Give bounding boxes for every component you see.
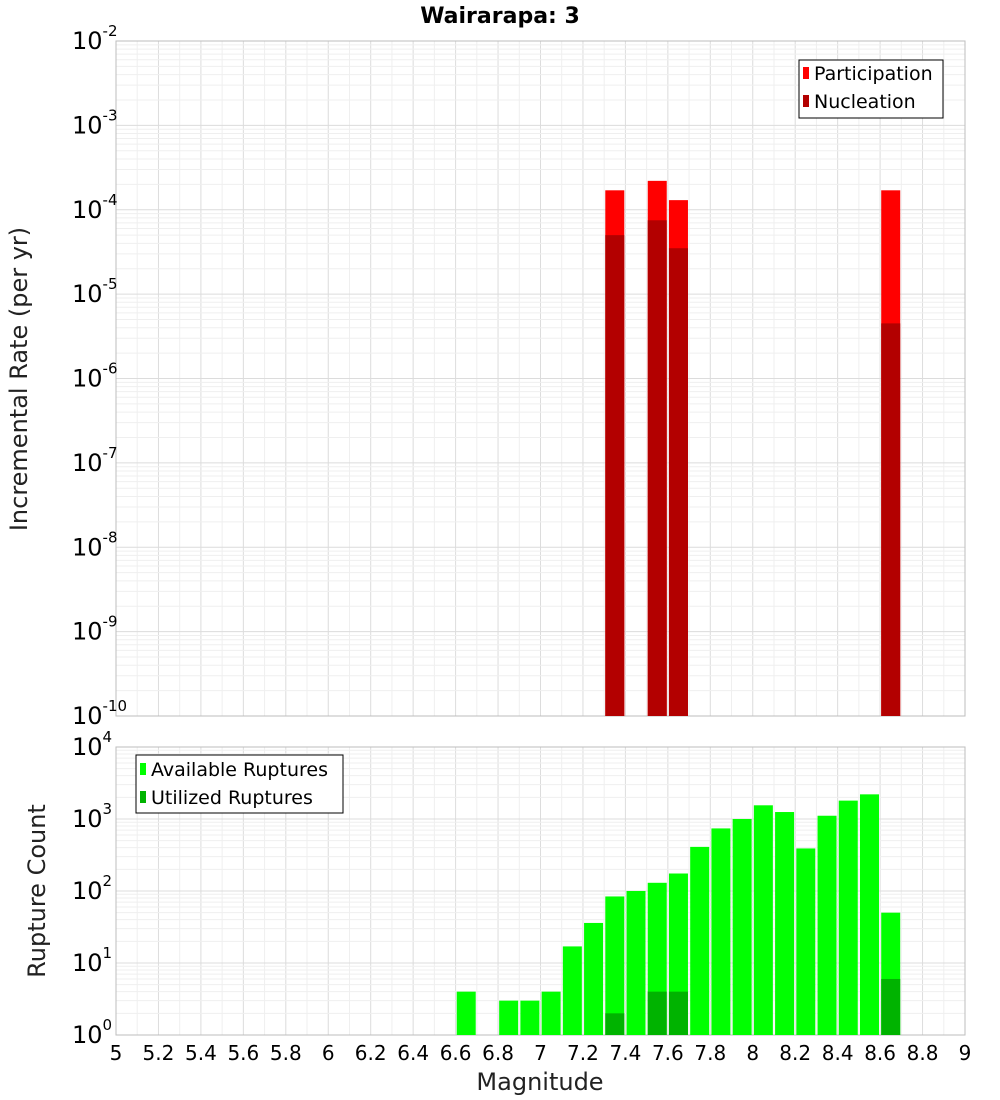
bottom-panel: 100 101 102 103 104 5 5.2 5.4 5.6 5.8 6 6.2 6.4 6.6 6… bbox=[23, 728, 971, 1096]
x-tick-label: 7.4 bbox=[609, 1041, 641, 1065]
x-tick-label: 8.8 bbox=[907, 1041, 939, 1065]
top-y-tick-label: 10-8 bbox=[72, 528, 118, 561]
bar-available-ruptures bbox=[711, 828, 731, 1035]
top-y-tick-label: 10-4 bbox=[72, 191, 118, 224]
x-tick-label: 7.2 bbox=[567, 1041, 599, 1065]
bar-utilized-ruptures bbox=[668, 991, 688, 1035]
bar-nucleation bbox=[881, 323, 901, 716]
chart-title: Wairarapa: 3 bbox=[420, 4, 580, 29]
legend-label-nucleation: Nucleation bbox=[814, 91, 916, 113]
x-tick-label: 5.8 bbox=[270, 1041, 302, 1065]
bar-available-ruptures bbox=[775, 812, 795, 1035]
x-tick-label: 7 bbox=[534, 1041, 547, 1065]
top-y-tick-label: 10-3 bbox=[72, 106, 118, 139]
top-bars bbox=[605, 180, 901, 717]
x-tick-label: 5.6 bbox=[227, 1041, 259, 1065]
x-tick-label: 8.4 bbox=[822, 1041, 854, 1065]
bar-available-ruptures bbox=[690, 846, 710, 1035]
legend-swatch-utilized-ruptures bbox=[140, 791, 146, 803]
x-tick-label: 7.6 bbox=[652, 1041, 684, 1065]
bottom-y-tick-label: 103 bbox=[72, 800, 112, 833]
x-tick-label: 6.6 bbox=[440, 1041, 472, 1065]
bar-available-ruptures bbox=[796, 848, 816, 1035]
bar-utilized-ruptures bbox=[605, 1013, 625, 1035]
top-plot-frame bbox=[115, 40, 966, 717]
bar-available-ruptures bbox=[605, 896, 625, 1035]
top-y-tick-label: 10-2 bbox=[72, 22, 118, 55]
bottom-bars bbox=[456, 794, 901, 1035]
bottom-legend: Available Ruptures Utilized Ruptures bbox=[135, 754, 344, 814]
bottom-legend-box bbox=[135, 754, 344, 814]
top-y-axis-label: Incremental Rate (per yr) bbox=[5, 227, 33, 531]
bottom-y-tick-labels: 100 101 102 103 104 bbox=[72, 728, 112, 1049]
x-tick-label: 8 bbox=[746, 1041, 759, 1065]
top-y-tick-label: 10-5 bbox=[72, 275, 118, 308]
x-tick-label: 6.8 bbox=[482, 1041, 514, 1065]
top-y-tick-label: 10-6 bbox=[72, 360, 118, 393]
legend-swatch-participation bbox=[803, 67, 809, 79]
bar-available-ruptures bbox=[541, 991, 561, 1035]
top-y-tick-label: 10-9 bbox=[72, 613, 118, 646]
bar-available-ruptures bbox=[584, 922, 604, 1035]
top-y-tick-labels: 10-10 10-9 10-8 10-7 10-6 10-5 10-4 10-3 10-2 bbox=[72, 22, 127, 730]
bottom-y-tick-label: 100 bbox=[72, 1016, 112, 1049]
bar-available-ruptures bbox=[838, 800, 858, 1035]
x-tick-label: 5.4 bbox=[185, 1041, 217, 1065]
x-tick-label: 5.2 bbox=[143, 1041, 175, 1065]
bar-available-ruptures bbox=[859, 794, 879, 1035]
top-y-tick-label: 10-10 bbox=[72, 697, 127, 730]
x-tick-label: 7.8 bbox=[694, 1041, 726, 1065]
legend-swatch-available-ruptures bbox=[140, 763, 146, 775]
bar-available-ruptures bbox=[817, 815, 837, 1035]
legend-label-participation: Participation bbox=[814, 63, 933, 85]
x-tick-labels: 5 5.2 5.4 5.6 5.8 6 6.2 6.4 6.6 6.8 7 7.2 7.4 7.6 7.8 8… bbox=[110, 1041, 972, 1065]
x-tick-label: 6 bbox=[322, 1041, 335, 1065]
bar-available-ruptures bbox=[626, 891, 646, 1035]
bar-nucleation bbox=[647, 220, 667, 717]
x-tick-label: 8.2 bbox=[779, 1041, 811, 1065]
top-legend-box bbox=[798, 59, 944, 119]
x-tick-label: 9 bbox=[959, 1041, 972, 1065]
legend-label-available-ruptures: Available Ruptures bbox=[151, 759, 328, 781]
x-axis-label: Magnitude bbox=[476, 1068, 603, 1096]
legend-label-utilized-ruptures: Utilized Ruptures bbox=[151, 787, 313, 809]
x-tick-label: 6.4 bbox=[397, 1041, 429, 1065]
top-grid bbox=[115, 41, 966, 717]
bottom-plot-frame bbox=[115, 746, 966, 1036]
x-tick-label: 5 bbox=[110, 1041, 123, 1065]
bar-utilized-ruptures bbox=[647, 991, 667, 1035]
bottom-y-tick-label: 104 bbox=[72, 728, 112, 761]
bar-available-ruptures bbox=[499, 1000, 519, 1035]
top-y-tick-label: 10-7 bbox=[72, 444, 118, 477]
top-legend: Participation Nucleation bbox=[798, 59, 944, 119]
bar-available-ruptures bbox=[456, 991, 476, 1035]
bottom-y-tick-label: 102 bbox=[72, 872, 112, 905]
bar-nucleation bbox=[605, 235, 625, 716]
bar-available-ruptures bbox=[732, 819, 752, 1035]
bar-utilized-ruptures bbox=[881, 978, 901, 1035]
bar-nucleation bbox=[668, 248, 688, 717]
bar-available-ruptures bbox=[753, 805, 773, 1035]
legend-swatch-nucleation bbox=[803, 95, 809, 107]
x-tick-label: 8.6 bbox=[864, 1041, 896, 1065]
top-panel: 10-10 10-9 10-8 10-7 10-6 10-5 10-4 10-3 10-2 In… bbox=[5, 22, 966, 730]
bar-available-ruptures bbox=[520, 1000, 540, 1035]
bottom-y-axis-label: Rupture Count bbox=[23, 804, 51, 978]
bottom-y-tick-label: 101 bbox=[72, 944, 112, 977]
x-tick-label: 6.2 bbox=[355, 1041, 387, 1065]
bar-available-ruptures bbox=[562, 946, 582, 1035]
